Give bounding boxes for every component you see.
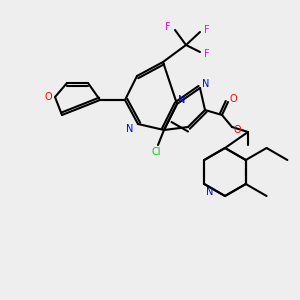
Text: F: F xyxy=(204,25,210,35)
Text: N: N xyxy=(206,187,213,197)
Text: O: O xyxy=(44,92,52,102)
Text: N: N xyxy=(202,79,210,89)
Text: N: N xyxy=(126,124,134,134)
Text: O: O xyxy=(233,125,241,135)
Text: O: O xyxy=(229,94,237,104)
Text: F: F xyxy=(204,49,210,59)
Text: Cl: Cl xyxy=(151,147,161,157)
Text: N: N xyxy=(178,95,186,105)
Text: F: F xyxy=(165,22,171,32)
